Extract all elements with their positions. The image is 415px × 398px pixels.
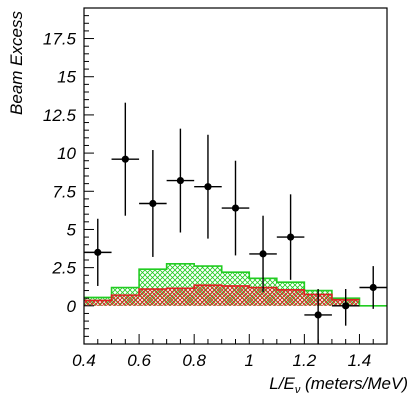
- red-histogram-bin: [111, 295, 140, 306]
- x-tick-label: 1.2: [293, 351, 317, 370]
- x-tick-label: 0.8: [182, 351, 206, 370]
- red-histogram-bin: [139, 289, 167, 306]
- data-point: [204, 183, 212, 191]
- y-tick-label: 12.5: [43, 106, 77, 125]
- x-axis-title-sub: ν: [295, 384, 301, 396]
- y-tick-label: 17.5: [43, 30, 77, 49]
- x-axis-title: L/Eν (meters/MeV): [269, 374, 408, 396]
- y-tick-label: 10: [57, 144, 76, 163]
- red-histogram-bin: [194, 285, 222, 306]
- x-axis-title-units: (meters/MeV): [300, 374, 408, 393]
- y-axis-title: Beam Excess: [7, 11, 26, 115]
- data-point: [149, 199, 157, 208]
- red-histogram-bin: [249, 287, 277, 306]
- red-histogram-bin: [276, 289, 305, 306]
- data-point: [94, 248, 102, 256]
- x-tick-label: 0.4: [72, 351, 96, 370]
- data-point: [231, 204, 240, 212]
- data-point: [342, 302, 350, 310]
- y-tick-label: 0: [67, 297, 77, 316]
- red-histogram-bin: [221, 285, 250, 306]
- red-histogram-outline: [84, 284, 360, 302]
- y-tick-label: 2.5: [51, 259, 76, 278]
- x-axis-title-main: L/E: [269, 374, 295, 393]
- data-point: [369, 283, 377, 292]
- y-tick-label: 5: [67, 220, 77, 239]
- y-tick-label: 15: [57, 68, 76, 87]
- y-tick-label: 7.5: [52, 182, 76, 201]
- x-tick-label: 1: [245, 351, 254, 370]
- data-point: [286, 233, 295, 241]
- data-point: [314, 311, 322, 319]
- red-histogram-bin: [166, 288, 195, 306]
- x-tick-label: 1.4: [348, 351, 372, 370]
- data-point: [176, 176, 185, 185]
- data-point: [121, 155, 129, 163]
- x-tick-label: 0.6: [127, 351, 151, 370]
- data-point: [259, 250, 267, 258]
- red-histogram-bin: [84, 300, 112, 306]
